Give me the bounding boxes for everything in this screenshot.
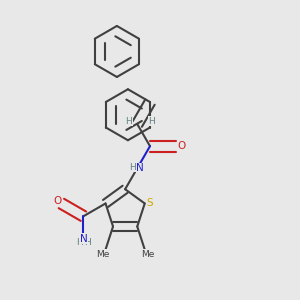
Text: H: H <box>148 117 155 126</box>
Text: Me: Me <box>141 250 154 259</box>
Text: Me: Me <box>96 250 110 259</box>
Text: H: H <box>84 238 90 247</box>
Text: O: O <box>54 196 62 206</box>
Text: O: O <box>177 141 186 151</box>
Text: N: N <box>136 163 144 173</box>
Text: H: H <box>125 117 132 126</box>
Text: N: N <box>80 234 87 244</box>
Text: H: H <box>129 163 136 172</box>
Text: S: S <box>147 199 153 208</box>
Text: H: H <box>76 238 83 247</box>
